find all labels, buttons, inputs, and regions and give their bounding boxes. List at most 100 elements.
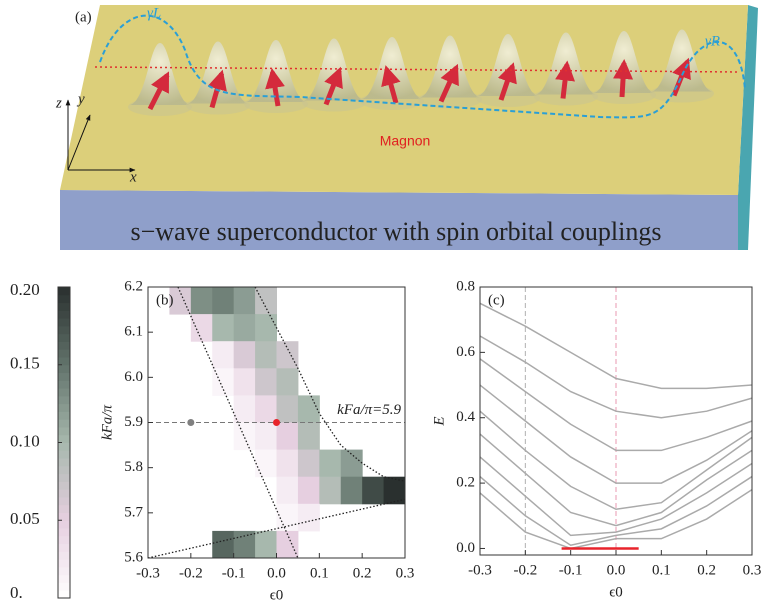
x-tick-label: 0.2	[353, 565, 372, 581]
heat-cell	[297, 449, 320, 478]
series-line	[479, 456, 753, 537]
colorbar-step	[58, 481, 70, 490]
colorbar-step	[58, 528, 70, 537]
point	[187, 419, 195, 426]
x-tick-label: 0.1	[652, 562, 671, 578]
colorbar-step	[58, 465, 70, 475]
x-tick-label: 0.1	[310, 565, 329, 581]
axis-y-label: y	[76, 91, 85, 107]
mode-curve	[99, 14, 746, 119]
y-tick-label: 0.4	[456, 409, 475, 425]
colorbar-step	[58, 489, 70, 498]
heat-cell	[212, 368, 235, 396]
colorbar-step	[58, 520, 70, 529]
heat-cell	[212, 341, 235, 369]
heat-cell	[383, 476, 406, 505]
panel-label: (a)	[75, 9, 92, 25]
colorbar-step	[58, 318, 70, 327]
axis-y-arrow	[67, 114, 91, 171]
colorbar-step	[58, 349, 70, 358]
colorbar-step	[58, 543, 70, 552]
heat-cell	[319, 476, 342, 505]
heat-cell	[362, 476, 385, 505]
spin-arrow	[438, 63, 459, 103]
panel-label: (b)	[156, 292, 174, 308]
colorbar-step	[58, 442, 70, 451]
series-line	[479, 302, 753, 390]
colorbar-step	[58, 333, 70, 342]
series-line	[479, 475, 753, 546]
colorbar-step	[58, 434, 70, 443]
heat-cell	[212, 287, 235, 315]
colorbar-step	[58, 590, 70, 599]
heat-cell	[233, 341, 256, 369]
colorbar-step	[58, 325, 70, 335]
heat-cell	[212, 314, 235, 342]
spin-arrow	[265, 68, 285, 107]
heat-cell	[276, 449, 299, 478]
colorbar-step	[58, 411, 70, 420]
y-tick-label: 6.0	[124, 369, 143, 385]
colorbar-step	[58, 559, 70, 568]
axis-z-label: z	[55, 95, 62, 111]
heat-cell	[255, 341, 277, 369]
heat-cell	[340, 449, 363, 478]
point	[273, 419, 280, 426]
colorbar-step	[58, 294, 70, 304]
x-tick-label: -0.3	[136, 565, 160, 581]
colorbar-step	[58, 395, 70, 405]
annotation: kFa/π=5.9	[337, 402, 401, 418]
series-line	[479, 433, 753, 527]
gamma-right: γR	[705, 33, 720, 49]
colorbar-step	[58, 356, 70, 366]
colorbar-tick-label: 0.15	[10, 354, 40, 373]
spin-arrow	[613, 59, 634, 98]
colorbar-step	[58, 458, 70, 467]
x-tick-label: 0.0	[267, 565, 286, 581]
colorbar-step	[58, 426, 70, 436]
colorbar-step	[58, 419, 70, 428]
colorbar-step	[58, 574, 70, 583]
colorbar-step	[58, 388, 70, 397]
series-line	[479, 384, 753, 484]
colorbar-step	[58, 310, 70, 319]
y-tick-label: 0.2	[456, 475, 475, 491]
x-tick-label: 0.3	[396, 565, 415, 581]
x-tick-label: -0.1	[559, 562, 583, 578]
heat-cell	[255, 395, 277, 423]
x-tick-label: 0.2	[697, 562, 716, 578]
heat-cell	[190, 314, 213, 342]
heat-cell	[276, 476, 299, 505]
colorbar-step	[58, 364, 70, 374]
heat-cell	[233, 530, 256, 559]
y-axis-label: E	[431, 416, 447, 426]
heat-cell	[297, 476, 320, 505]
slab-front	[60, 190, 738, 250]
heat-cell	[233, 314, 256, 342]
y-tick-label: 5.9	[124, 414, 143, 430]
y-tick-label: 6.2	[124, 278, 143, 294]
heat-cell	[255, 368, 277, 396]
x-tick-label: -0.1	[222, 565, 246, 581]
colorbar-step	[58, 504, 70, 513]
colorbar-step	[58, 512, 70, 521]
substrate-label: s−wave superconductor with spin orbital …	[131, 217, 662, 246]
series-line	[479, 358, 753, 452]
x-axis-label: ϵ0	[270, 587, 284, 603]
panel-label: (c)	[488, 292, 505, 308]
colorbar-step	[58, 551, 70, 560]
heat-cell	[233, 368, 256, 396]
colorbar-step	[58, 287, 70, 296]
y-tick-label: 6.1	[124, 324, 143, 340]
heat-cell	[190, 287, 213, 315]
heat-cell	[297, 395, 320, 423]
heat-cell	[233, 422, 256, 451]
series-line	[479, 335, 753, 419]
heat-cell	[255, 422, 277, 451]
colorbar-tick-label: 0.20	[10, 280, 40, 299]
cones	[128, 29, 714, 116]
colorbar-step	[58, 566, 70, 576]
series-line	[479, 410, 753, 511]
heat-cell	[255, 530, 277, 559]
